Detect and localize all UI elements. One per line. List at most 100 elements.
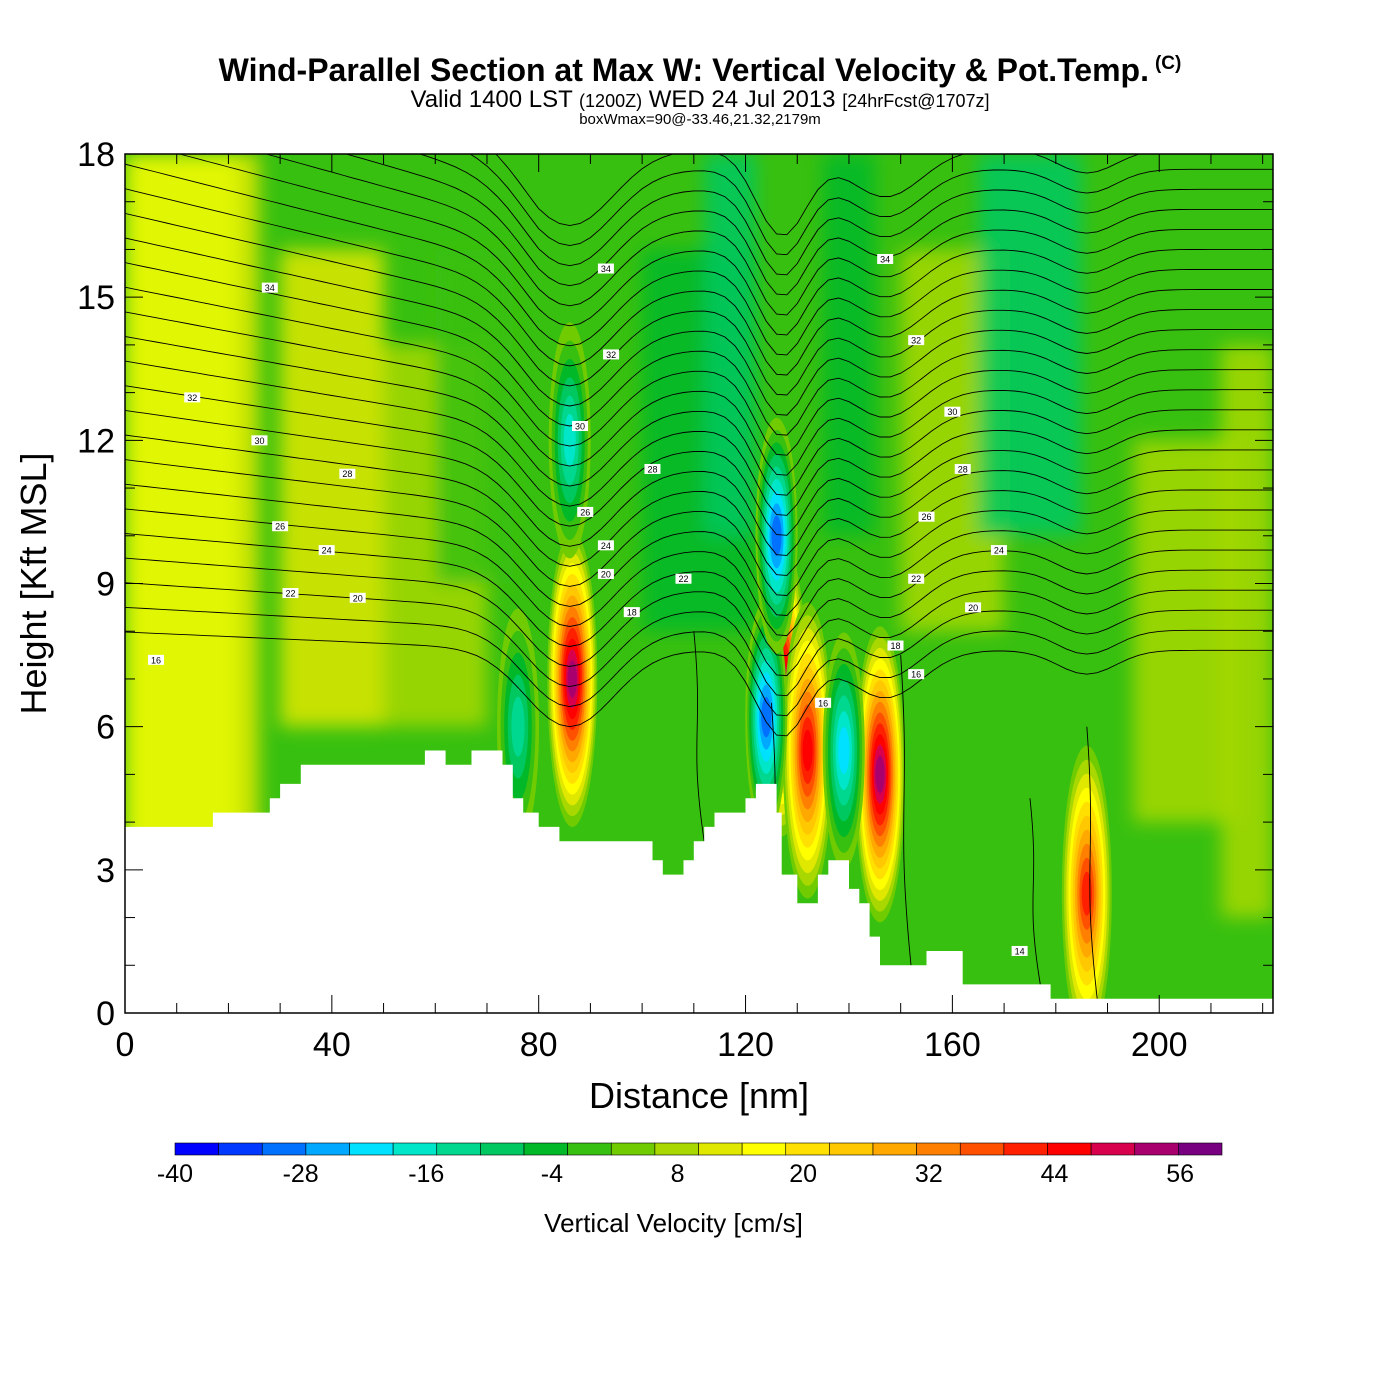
contour-label-bg xyxy=(272,521,289,532)
theta-contours xyxy=(125,154,1273,999)
theta-isoline xyxy=(125,459,1273,596)
contour-label: 30 xyxy=(575,422,585,432)
theta-isoline xyxy=(125,360,1273,516)
theta-isoline xyxy=(1086,726,1098,999)
theta-isoline xyxy=(125,483,1273,616)
field-band xyxy=(125,154,239,870)
theta-isoline xyxy=(125,409,1273,556)
colorbar-swatch xyxy=(218,1142,263,1156)
contour-label: 24 xyxy=(994,546,1004,556)
theta-isoline xyxy=(125,286,1273,456)
contour-label: 22 xyxy=(911,574,921,584)
contour-label-bg xyxy=(318,545,335,556)
contour-label: 28 xyxy=(342,469,352,479)
colorbar-tick-label: 44 xyxy=(1041,1160,1069,1188)
contour-label-bg xyxy=(623,607,640,618)
contour-label-bg xyxy=(944,406,961,417)
contour-label: 22 xyxy=(678,574,688,584)
contour-label: 20 xyxy=(601,569,611,579)
valid-utc: (1200Z) xyxy=(579,91,643,111)
colorbar-tick-label: 8 xyxy=(671,1160,685,1188)
axes xyxy=(124,153,1273,1014)
colorbar-swatch xyxy=(436,1142,481,1156)
y-tick-label: 0 xyxy=(96,995,115,1033)
contour-label: 20 xyxy=(353,593,363,603)
colorbar-swatch xyxy=(523,1142,568,1156)
contour-label-bg xyxy=(597,568,614,579)
theta-isoline xyxy=(1029,798,1041,985)
field-band xyxy=(238,154,260,870)
colorbar-swatch xyxy=(610,1142,656,1156)
theta-isoline xyxy=(125,336,1273,496)
contour-label: 30 xyxy=(947,407,957,417)
x-tick-label: 120 xyxy=(717,1026,774,1064)
theta-isoline xyxy=(469,154,1273,256)
y-tick-label: 15 xyxy=(77,279,115,317)
theta-isoline xyxy=(125,163,1273,356)
contour-label-bg xyxy=(184,392,201,403)
y-tick-label: 12 xyxy=(77,422,115,460)
theta-isoline xyxy=(495,154,1142,236)
contour-label-bg xyxy=(1011,945,1028,956)
theta-isoline xyxy=(125,582,1273,697)
contour-label: 16 xyxy=(818,698,828,708)
colorbar-swatch xyxy=(349,1142,394,1156)
contour-label-bg xyxy=(887,640,904,651)
colorbar-swatch xyxy=(829,1142,874,1156)
theta-isoline xyxy=(125,237,1273,416)
updraft-core xyxy=(1061,745,1112,1013)
contour-label-bg xyxy=(282,588,299,599)
contour-label: 16 xyxy=(911,670,921,680)
updraft-core xyxy=(547,530,598,827)
contour-label-bg xyxy=(877,253,894,264)
colorbar-swatch xyxy=(654,1142,699,1156)
contour-label-bg xyxy=(918,511,935,522)
updraft-core xyxy=(782,602,833,899)
contour-label: 26 xyxy=(580,507,590,517)
colorbar-swatch xyxy=(1178,1142,1223,1156)
contour-label: 24 xyxy=(601,541,611,551)
x-axis-label: Distance [nm] xyxy=(589,1075,809,1116)
theta-isoline xyxy=(125,434,1273,576)
theta-isoline xyxy=(125,262,1273,436)
contour-label: 30 xyxy=(254,436,264,446)
y-tick-label: 9 xyxy=(96,566,115,604)
theta-isoline xyxy=(177,154,1273,336)
field-bands xyxy=(125,154,1273,918)
x-tick-label: 0 xyxy=(116,1026,135,1064)
contour-label: 18 xyxy=(890,641,900,651)
colorbar-tick-label: -28 xyxy=(283,1160,319,1188)
theta-isoline xyxy=(125,631,1273,737)
contour-label-bg xyxy=(965,602,982,613)
contour-label-bg xyxy=(261,282,278,293)
theta-isoline xyxy=(125,311,1273,476)
theta-isoline xyxy=(125,557,1273,677)
theta-isoline xyxy=(125,212,1273,396)
contour-label-bg xyxy=(597,540,614,551)
contour-labels: 16 22 20 24 26 28 30 32 34 34 32 30 28 26 24 20 22 18 34 32… xyxy=(148,253,1028,956)
contour-label-bg xyxy=(954,463,971,474)
contour-label: 14 xyxy=(1015,946,1025,956)
colorbar-swatch xyxy=(741,1142,787,1156)
valid-date: WED 24 Jul 2013 xyxy=(648,86,836,113)
theta-isoline xyxy=(125,533,1273,657)
contour-label: 28 xyxy=(647,464,657,474)
colorbar-tick-label: 32 xyxy=(915,1160,943,1188)
colorbar-swatch xyxy=(261,1142,307,1156)
colorbar-swatch xyxy=(1090,1142,1136,1156)
colorbar-label: Vertical Velocity [cm/s] xyxy=(544,1208,803,1238)
colorbar-swatch xyxy=(916,1142,961,1156)
contour-label: 32 xyxy=(606,350,616,360)
colorbar-swatch xyxy=(785,1142,830,1156)
x-tick-label: 160 xyxy=(924,1026,981,1064)
theta-isoline xyxy=(344,154,1273,296)
contour-label: 26 xyxy=(275,522,285,532)
colorbar-swatch xyxy=(959,1142,1005,1156)
colorbar-tick-label: -40 xyxy=(157,1160,193,1188)
contour-label: 32 xyxy=(187,393,197,403)
contour-label-bg xyxy=(990,545,1007,556)
contour-label-bg xyxy=(815,697,832,708)
downdraft-core xyxy=(548,322,591,559)
terrain xyxy=(125,750,1273,1013)
